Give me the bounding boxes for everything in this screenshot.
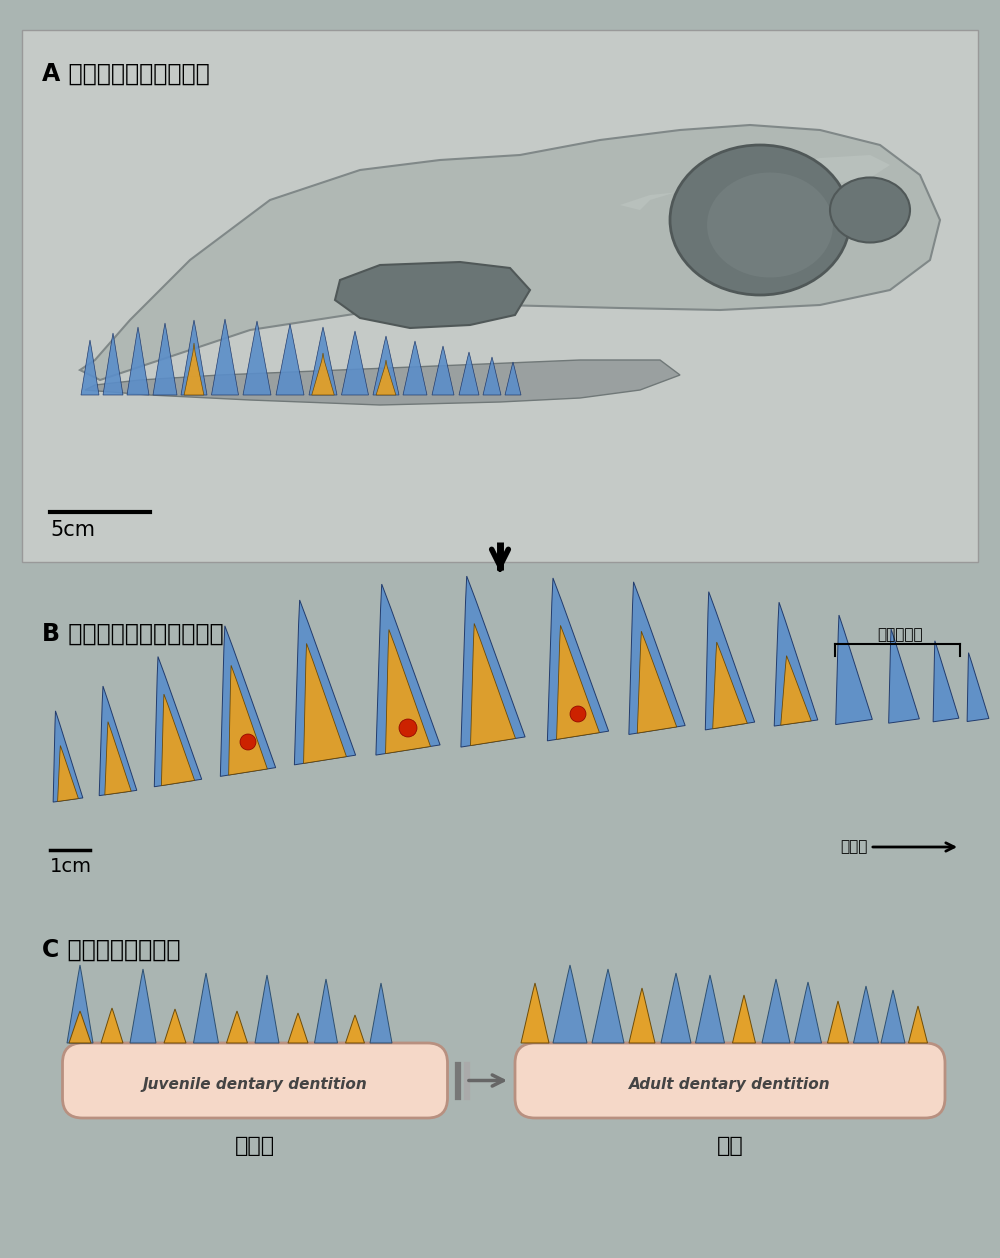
Polygon shape bbox=[161, 694, 195, 786]
FancyBboxPatch shape bbox=[515, 1043, 945, 1118]
Polygon shape bbox=[620, 155, 890, 210]
Polygon shape bbox=[103, 333, 123, 395]
Polygon shape bbox=[403, 341, 427, 395]
Polygon shape bbox=[483, 357, 501, 395]
Polygon shape bbox=[53, 711, 83, 803]
Polygon shape bbox=[288, 1013, 308, 1043]
Text: 前歯側: 前歯側 bbox=[841, 839, 868, 854]
Polygon shape bbox=[294, 600, 356, 765]
Polygon shape bbox=[255, 975, 279, 1043]
Polygon shape bbox=[461, 576, 525, 747]
Polygon shape bbox=[774, 603, 818, 726]
Polygon shape bbox=[276, 325, 304, 395]
Polygon shape bbox=[432, 346, 454, 395]
Text: 前上類骨歯: 前上類骨歯 bbox=[877, 626, 923, 642]
Polygon shape bbox=[505, 362, 521, 395]
Text: 大人: 大人 bbox=[717, 1136, 743, 1156]
Polygon shape bbox=[713, 642, 747, 728]
Polygon shape bbox=[521, 982, 549, 1043]
Polygon shape bbox=[346, 1015, 364, 1043]
Polygon shape bbox=[22, 30, 978, 562]
Polygon shape bbox=[854, 986, 879, 1043]
Polygon shape bbox=[557, 625, 599, 740]
Polygon shape bbox=[314, 979, 338, 1043]
Text: A 頭蓋骨の立体構築画像: A 頭蓋骨の立体構築画像 bbox=[42, 62, 210, 86]
Polygon shape bbox=[629, 988, 655, 1043]
Polygon shape bbox=[69, 1011, 91, 1043]
Circle shape bbox=[570, 706, 586, 722]
Polygon shape bbox=[58, 746, 78, 801]
Polygon shape bbox=[661, 972, 691, 1043]
Polygon shape bbox=[181, 320, 207, 395]
Polygon shape bbox=[81, 340, 99, 395]
Polygon shape bbox=[553, 965, 587, 1043]
Polygon shape bbox=[386, 629, 430, 754]
Polygon shape bbox=[342, 331, 368, 395]
Polygon shape bbox=[130, 969, 156, 1043]
Text: 5cm: 5cm bbox=[50, 520, 95, 540]
Polygon shape bbox=[335, 262, 530, 328]
Polygon shape bbox=[22, 593, 978, 894]
Polygon shape bbox=[304, 643, 346, 764]
Polygon shape bbox=[836, 615, 872, 725]
Circle shape bbox=[240, 733, 256, 750]
Polygon shape bbox=[705, 591, 755, 730]
Circle shape bbox=[399, 720, 417, 737]
Polygon shape bbox=[376, 360, 396, 395]
Polygon shape bbox=[243, 321, 271, 395]
Polygon shape bbox=[229, 665, 267, 775]
Polygon shape bbox=[629, 582, 685, 735]
Polygon shape bbox=[80, 125, 940, 380]
Polygon shape bbox=[164, 1009, 186, 1043]
Polygon shape bbox=[184, 343, 204, 395]
Polygon shape bbox=[99, 686, 137, 795]
Polygon shape bbox=[127, 327, 149, 395]
Text: B 上類歯列の立体構築画像: B 上類歯列の立体構築画像 bbox=[42, 621, 224, 647]
Text: 子ども: 子ども bbox=[235, 1136, 275, 1156]
Polygon shape bbox=[154, 657, 202, 786]
Polygon shape bbox=[781, 655, 811, 725]
Polygon shape bbox=[794, 982, 822, 1043]
Text: Adult dentary dentition: Adult dentary dentition bbox=[629, 1077, 831, 1092]
Polygon shape bbox=[220, 625, 276, 776]
Polygon shape bbox=[153, 323, 177, 395]
Polygon shape bbox=[226, 1011, 248, 1043]
Polygon shape bbox=[370, 982, 392, 1043]
Text: Juvenile dentary dentition: Juvenile dentary dentition bbox=[143, 1077, 367, 1092]
Polygon shape bbox=[828, 1001, 848, 1043]
Polygon shape bbox=[592, 969, 624, 1043]
Polygon shape bbox=[637, 632, 677, 733]
FancyBboxPatch shape bbox=[62, 1043, 448, 1118]
Text: 1cm: 1cm bbox=[50, 857, 92, 876]
Polygon shape bbox=[85, 360, 680, 405]
Polygon shape bbox=[194, 972, 218, 1043]
Polygon shape bbox=[762, 979, 790, 1043]
Polygon shape bbox=[105, 722, 131, 795]
Polygon shape bbox=[312, 353, 334, 395]
Polygon shape bbox=[908, 1006, 928, 1043]
Polygon shape bbox=[67, 965, 93, 1043]
Polygon shape bbox=[881, 990, 905, 1043]
Polygon shape bbox=[309, 327, 337, 395]
Polygon shape bbox=[373, 336, 399, 395]
Polygon shape bbox=[547, 577, 609, 741]
Polygon shape bbox=[696, 975, 724, 1043]
Polygon shape bbox=[933, 640, 959, 722]
Polygon shape bbox=[471, 624, 515, 746]
Ellipse shape bbox=[830, 177, 910, 243]
Polygon shape bbox=[101, 1008, 123, 1043]
Polygon shape bbox=[459, 352, 479, 395]
Ellipse shape bbox=[707, 172, 833, 278]
Text: C 下類歯列の模式図: C 下類歯列の模式図 bbox=[42, 938, 180, 962]
Polygon shape bbox=[212, 320, 239, 395]
Polygon shape bbox=[732, 995, 756, 1043]
Polygon shape bbox=[376, 584, 440, 755]
Ellipse shape bbox=[670, 145, 850, 294]
Polygon shape bbox=[889, 629, 919, 723]
Polygon shape bbox=[967, 653, 989, 722]
